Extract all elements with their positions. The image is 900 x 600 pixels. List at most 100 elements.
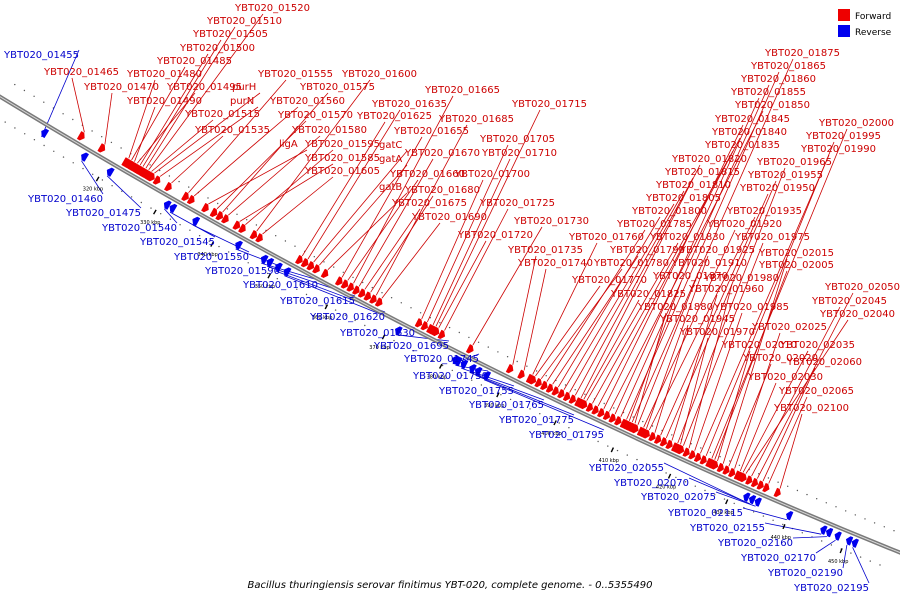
forward-gene-arrow: [186, 194, 195, 205]
kbp-tick-label: 320 kbp: [83, 187, 103, 193]
grid-dot: [188, 186, 190, 188]
forward-gene-label: YBT020_01655: [393, 126, 469, 137]
forward-leader-line: [574, 177, 694, 396]
reverse-leader-line: [764, 522, 822, 535]
forward-gene-label: YBT020_01950: [739, 183, 815, 194]
forward-gene-arrow: [255, 233, 263, 243]
forward-leader-line: [262, 176, 334, 235]
grid-dot: [237, 256, 240, 259]
grid-dot: [733, 502, 735, 505]
forward-gene-arrow: [334, 276, 343, 286]
forward-gene-arrow: [414, 318, 423, 328]
reverse-leader-line: [81, 160, 104, 195]
forward-gene-label: YBT020_01535: [194, 125, 270, 136]
forward-gene-arrow: [76, 131, 85, 141]
grid-dot: [284, 240, 287, 242]
grid-dot: [487, 346, 489, 348]
genome-backbone-highlight: [0, 96, 900, 554]
reverse-leader-line: [663, 462, 745, 502]
forward-gene-label: ligA: [279, 139, 298, 150]
grid-dot: [801, 532, 803, 534]
grid-dot: [419, 312, 422, 314]
grid-dot: [671, 434, 673, 436]
forward-gene-arrow: [201, 202, 209, 213]
forward-gene-arrow: [340, 279, 349, 289]
forward-leader-line: [347, 179, 419, 281]
forward-gene-label: YBT020_01700: [454, 169, 530, 180]
reverse-gene-arrow: [275, 262, 283, 273]
grid-dot: [700, 447, 702, 449]
reverse-leader-line: [106, 175, 142, 209]
forward-leader-line: [734, 332, 781, 469]
forward-gene-label: YBT020_01995: [805, 131, 881, 142]
forward-gene-arrow: [369, 294, 377, 304]
forward-gene-arrow: [505, 363, 514, 374]
grid-dot: [111, 185, 113, 187]
kbp-tick-label: 380 kbp: [427, 374, 447, 380]
forward-leader-line: [779, 413, 803, 489]
reverse-gene-label: YBT020_02115: [667, 508, 743, 519]
forward-leader-line: [319, 164, 408, 266]
reverse-gene-arrow: [41, 128, 50, 139]
grid-dot: [150, 207, 152, 209]
grid-dot: [729, 460, 731, 462]
forward-gene-arrow: [716, 462, 724, 473]
forward-gene-label: YBT020_01575: [299, 82, 375, 93]
grid-dot: [393, 339, 395, 342]
grid-dot: [371, 286, 373, 289]
forward-gene-arrow: [568, 394, 576, 404]
forward-gene-arrow: [346, 282, 354, 292]
forward-gene-arrow: [539, 380, 548, 391]
reverse-gene-label: YBT020_02070: [613, 478, 689, 489]
forward-leader-line: [569, 190, 685, 393]
grid-dot: [497, 351, 499, 353]
forward-leader-line: [694, 312, 743, 451]
gene-arrows: [41, 128, 860, 548]
forward-leader-line: [563, 203, 675, 391]
forward-gene-arrow: [642, 429, 650, 439]
grid-dot: [364, 324, 366, 327]
forward-leader-line: [432, 158, 511, 325]
forward-gene-label: YBT020_01675: [391, 198, 467, 209]
forward-gene-label: YBT020_01855: [730, 87, 806, 98]
kbp-tick: [210, 241, 214, 247]
forward-leader-line: [540, 268, 623, 380]
grid-dot: [246, 219, 248, 221]
forward-leader-line: [646, 255, 709, 429]
reverse-gene-arrow: [743, 492, 751, 502]
reverse-gene-arrow: [834, 531, 842, 541]
forward-leader-line: [159, 106, 259, 177]
grid-dot: [626, 454, 628, 456]
forward-gene-label: YBT020_01820: [671, 154, 747, 165]
grid-dot: [236, 213, 238, 215]
kbp-tick: [553, 420, 557, 426]
reverse-gene-label: YBT020_01765: [468, 400, 544, 411]
grid-dot: [500, 394, 502, 396]
grid-dot: [830, 544, 833, 546]
grid-dot: [816, 498, 818, 500]
kbp-tick-label: 400 kbp: [541, 431, 561, 437]
forward-gene-label: YBT020_01685: [438, 114, 514, 125]
forward-gene-label: YBT020_01860: [740, 74, 816, 85]
forward-gene-label: YBT020_01975: [734, 232, 810, 243]
forward-leader-line: [256, 79, 371, 232]
kbp-tick: [496, 392, 500, 398]
kbp-tick: [610, 447, 615, 453]
forward-leader-line: [136, 92, 196, 164]
forward-leader-line: [654, 324, 689, 433]
reverse-gene-arrow: [845, 536, 854, 546]
reverse-gene-label: YBT020_01455: [3, 50, 79, 61]
grid-dot: [675, 476, 677, 479]
reverse-gene-arrow: [192, 216, 201, 227]
forward-gene-label: YBT020_01840: [711, 127, 787, 138]
forward-gene-label: YBT020_01680: [404, 185, 480, 196]
forward-gene-label: YBT020_01875: [764, 48, 840, 59]
grid-dot: [603, 402, 605, 405]
grid-dot: [412, 350, 415, 352]
legend-reverse-swatch: [838, 25, 850, 37]
forward-leader-line: [444, 208, 509, 331]
forward-gene-arrow: [249, 229, 258, 240]
grid-dot: [607, 445, 609, 447]
forward-leader-line: [620, 84, 770, 417]
